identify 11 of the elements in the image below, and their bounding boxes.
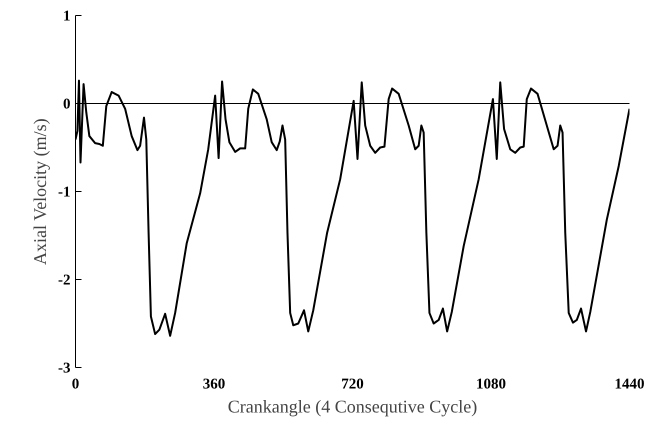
x-tick-label: 1080 [476,376,506,392]
x-axis-title: Crankangle (4 Consequtive Cycle) [228,396,478,416]
y-tick-label: 1 [63,8,70,24]
y-tick-label: -2 [58,272,71,288]
y-tick-label: -1 [58,184,71,200]
x-tick-label: 1440 [614,376,644,392]
y-tick-label: 0 [63,96,70,112]
y-tick-label: -3 [58,360,71,376]
x-tick-label: 360 [202,376,226,392]
x-tick-label: 720 [341,376,364,392]
y-axis-title: Axial Velocity (m/s) [30,118,50,265]
